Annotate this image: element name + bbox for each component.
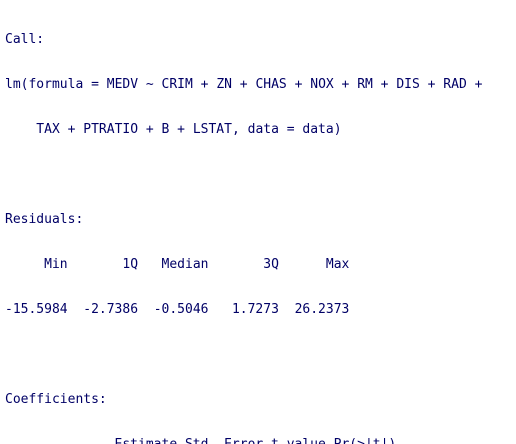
residual-header: Median [161,257,209,272]
residuals-header: Min 1Q Median 3Q Max [5,257,511,272]
column-header: t value [271,437,326,444]
column-header: Estimate [99,437,178,444]
residual-header: Min [44,257,68,272]
residual-value: -2.7386 [83,302,139,317]
coefficients-label: Coefficients: [5,392,107,407]
residual-header: 3Q [263,257,279,272]
call-line: TAX + PTRATIO + B + LSTAT, data = data) [36,122,342,137]
residuals-label: Residuals: [5,212,84,227]
blank [5,167,511,182]
residual-value: -0.5046 [153,302,209,317]
call-line: lm(formula = MEDV ~ CRIM + ZN + CHAS + N… [5,77,491,92]
column-header: Std. Error [185,437,263,444]
residuals-values: -15.5984 -2.7386 -0.5046 1.7273 26.2373 [5,302,511,317]
residual-value: -15.5984 [5,302,68,317]
blank [5,347,511,362]
residual-header: 1Q [122,257,139,272]
residual-value: 26.2373 [294,302,350,317]
column-header: Pr(>|t|) [334,437,397,444]
residual-value: 1.7273 [231,302,279,317]
coefficients-header: Estimate Std. Error t value Pr(>|t|) [5,437,511,444]
coefficients-table: EstimateStd. Errort valuePr(>|t|)(Interc… [5,437,511,444]
call-label: Call: [5,32,45,47]
residual-header: Max [325,257,350,272]
